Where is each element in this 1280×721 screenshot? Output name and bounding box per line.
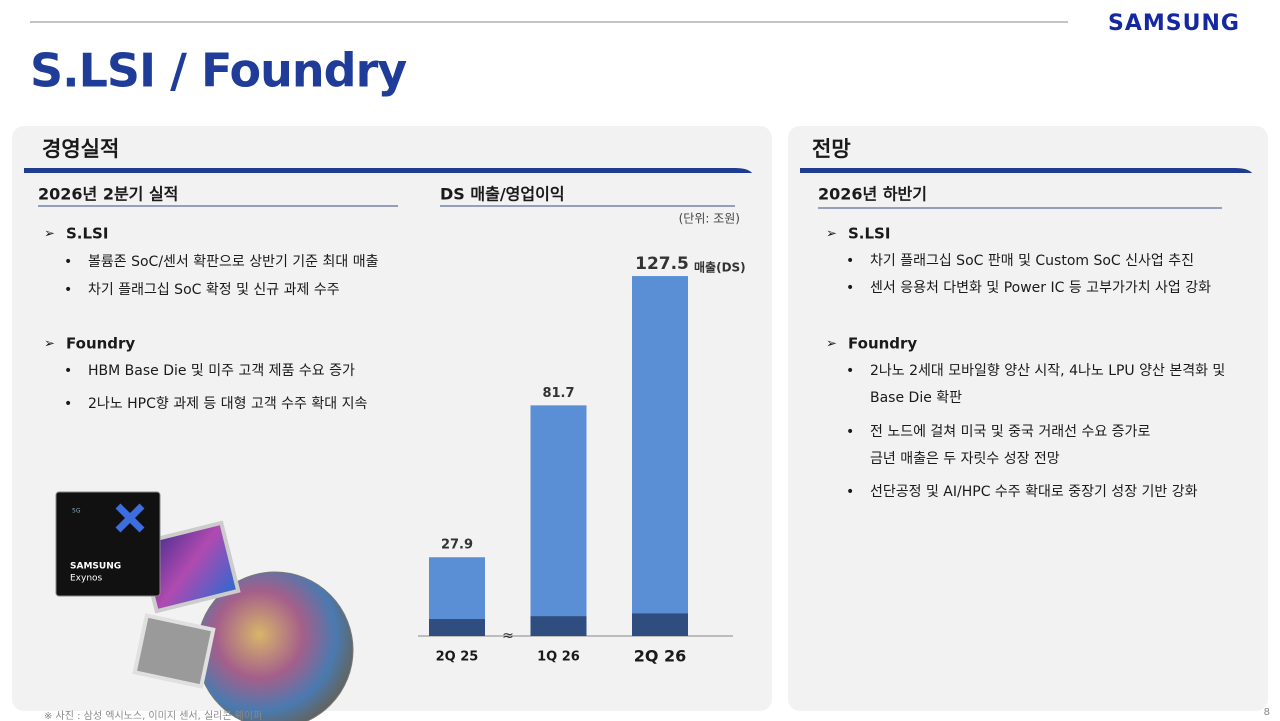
page-number: 8 <box>1264 707 1270 718</box>
bullet: • <box>846 280 854 296</box>
chip <box>132 613 216 689</box>
bullet: • <box>846 253 854 269</box>
bullet-text: 전 노드에 걸쳐 미국 및 중국 거래선 수요 증가로 <box>870 424 1150 440</box>
arrow-marker: ➢ <box>826 227 837 242</box>
heading-bar <box>800 168 1252 173</box>
bullet-text: HBM Base Die 및 미주 고객 제품 수요 증가 <box>88 363 355 379</box>
bullet-text: 센서 응용처 다변화 및 Power IC 등 고부가가치 사업 강화 <box>870 280 1211 296</box>
legend-label: 매출(DS) <box>694 260 746 275</box>
arrow-marker: ➢ <box>44 337 55 352</box>
bar <box>632 276 688 636</box>
section-heading: S.LSI <box>848 225 890 243</box>
bullet: • <box>846 363 854 379</box>
bullet-text: 선단공정 및 AI/HPC 수주 확대로 중장기 성장 기반 강화 <box>870 484 1198 500</box>
panel-heading: 전망 <box>812 137 851 161</box>
bar-segment <box>632 613 688 636</box>
bullet-text: Base Die 확판 <box>870 390 962 406</box>
unit-label: (단위: 조원) <box>679 212 740 226</box>
bullet-text: 차기 플래그십 SoC 확정 및 신규 과제 수주 <box>88 282 340 298</box>
bullet-text: 차기 플래그십 SoC 판매 및 Custom SoC 신사업 추진 <box>870 253 1194 269</box>
bar <box>530 405 587 636</box>
logo: SAMSUNG <box>1108 11 1240 36</box>
chart-title: DS 매출/영업이익 <box>440 185 565 204</box>
badge: 5G <box>72 508 81 515</box>
bar-segment <box>429 619 485 636</box>
value-label: 127.5 <box>635 254 689 274</box>
bullet-text: 금년 매출은 두 자릿수 성장 전망 <box>870 451 1060 467</box>
section-heading: Foundry <box>66 335 135 353</box>
heading-bar <box>24 168 752 173</box>
arrow-marker: ➢ <box>44 227 55 242</box>
bullet: • <box>64 363 72 379</box>
subheading: 2026년 하반기 <box>818 185 927 204</box>
x-tick-label: 2Q 26 <box>634 647 687 666</box>
bar-segment <box>530 616 587 636</box>
bullet: • <box>64 396 72 412</box>
subheading: 2026년 2분기 실적 <box>38 185 178 204</box>
bullet: • <box>64 282 72 298</box>
section-heading: Foundry <box>848 335 917 353</box>
section-heading: S.LSI <box>66 225 108 243</box>
bullet: • <box>846 484 854 500</box>
arrow-marker: ➢ <box>826 337 837 352</box>
right-panel <box>788 126 1268 711</box>
x-tick-label: 1Q 26 <box>537 650 580 665</box>
x-tick-label: 2Q 25 <box>436 650 479 665</box>
page-title: S.LSI / Foundry <box>30 44 407 98</box>
axis-break: ≈ <box>502 628 514 644</box>
footnote: ※ 사진 : 삼성 엑시노스, 이미지 센서, 실리콘 웨이퍼 <box>44 710 262 721</box>
panel-heading: 경영실적 <box>42 137 119 161</box>
bullet: • <box>64 254 72 270</box>
bullet-text: 2나노 HPC향 과제 등 대형 고객 수주 확대 지속 <box>88 396 367 412</box>
value-label: 81.7 <box>542 386 574 401</box>
bullet-text: 볼륨존 SoC/센서 확판으로 상반기 기준 최대 매출 <box>88 254 379 270</box>
bullet: • <box>846 424 854 440</box>
product-images: 5G SAMSUNG Exynos <box>55 491 354 721</box>
exynos-mark <box>115 503 145 533</box>
chip-brand: SAMSUNG <box>70 562 121 572</box>
bullet-text: 2나노 2세대 모바일향 양산 시작, 4나노 LPU 양산 본격화 및 <box>870 363 1225 379</box>
chip-name: Exynos <box>70 574 103 584</box>
value-label: 27.9 <box>441 538 473 553</box>
